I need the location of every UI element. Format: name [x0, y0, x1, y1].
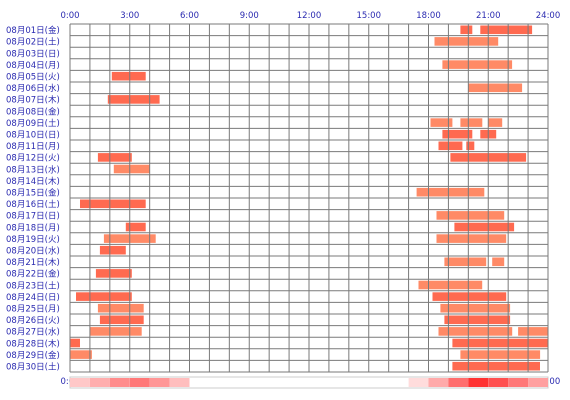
sleep-bar [430, 118, 453, 127]
sleep-bar [434, 37, 499, 46]
day-label: 08月25日(月) [6, 305, 60, 315]
density-cell [468, 378, 489, 387]
x-tick-label: 21:00 [476, 11, 501, 21]
day-label: 08月28日(木) [6, 338, 60, 349]
sleep-bar [70, 350, 92, 359]
day-label: 08月03日(日) [6, 49, 60, 59]
sleep-bar [418, 280, 483, 290]
x-tick-label: 6:00 [180, 11, 199, 21]
day-label: 08月18日(月) [6, 223, 60, 233]
density-cell [408, 378, 429, 387]
sleep-bar [452, 361, 540, 371]
sleep-bar [111, 71, 146, 81]
day-label: 08月22日(金) [6, 269, 60, 280]
sleep-bar [444, 257, 487, 267]
day-label: 08月14日(木) [6, 176, 60, 187]
density-cell [149, 378, 170, 387]
day-label: 08月11日(月) [6, 142, 60, 152]
day-label: 08月05日(火) [6, 73, 60, 83]
x-tick-labels-top: 0:00 3:00 6:00 9:00 12:00 15:00 18:00 21:00 24:0… [60, 11, 560, 21]
sleep-bar [107, 95, 160, 104]
day-label: 08月12日(火) [6, 154, 60, 164]
sleep-bar [518, 327, 548, 336]
density-cell [448, 378, 469, 387]
sleep-bar [99, 245, 126, 255]
sleep-bar [442, 60, 513, 69]
sleep-bar [468, 83, 523, 93]
day-label: 08月16日(土) [6, 199, 60, 210]
day-label: 08月04日(月) [6, 61, 60, 71]
density-cell [129, 378, 150, 387]
day-label: 08月02日(土) [6, 37, 60, 48]
x-tick-label: 12:00 [297, 11, 322, 21]
grid-layer [69, 23, 549, 373]
day-label: 08月29日(金) [6, 350, 60, 361]
density-cell [528, 378, 548, 387]
sleep-bar [454, 222, 515, 232]
day-label: 08月07日(木) [6, 95, 60, 106]
day-label: 08月08日(金) [6, 106, 60, 117]
sleep-bar [416, 187, 485, 197]
x-tick-label: 3:00 [120, 11, 139, 21]
sleep-bar [76, 292, 132, 301]
sleep-bar [444, 315, 511, 325]
sleep-bar [113, 164, 150, 174]
sleep-bar [460, 118, 483, 127]
day-label: 08月06日(水) [6, 83, 60, 94]
sleep-bar [480, 25, 533, 35]
x-tick-label: 24:00 [536, 11, 561, 21]
density-cell [89, 378, 110, 387]
sleep-bar [89, 327, 142, 336]
density-cell [428, 378, 449, 387]
sleep-bar [438, 141, 463, 151]
sleep-bar [97, 153, 132, 162]
sleep-bar [460, 25, 473, 35]
day-label: 08月30日(土) [6, 362, 60, 373]
sleep-bar [440, 303, 511, 313]
day-label: 08月26日(火) [6, 316, 60, 326]
sleep-bar [97, 303, 144, 313]
sleep-bar [70, 338, 80, 348]
sleep-bar [492, 257, 505, 267]
day-label: 08月13日(水) [6, 164, 60, 175]
day-label: 08月24日(日) [6, 293, 60, 303]
sleep-bar [436, 234, 507, 243]
x-tick-label: 0:00 [60, 11, 79, 21]
sleep-bar [438, 327, 513, 336]
sleep-bar [488, 118, 503, 127]
density-cell [488, 378, 509, 387]
day-label: 08月21日(木) [6, 257, 60, 268]
density-strip [69, 376, 549, 389]
x-tick-label: 9:00 [240, 11, 259, 21]
sleep-bar [460, 350, 541, 359]
day-label: 08月10日(日) [6, 131, 60, 141]
x-tick-label: 18:00 [416, 11, 441, 21]
sleep-bar [99, 315, 144, 325]
sleep-bar [452, 338, 548, 348]
day-label: 08月15日(金) [6, 188, 60, 199]
day-label: 08月17日(日) [6, 212, 60, 222]
sleep-bar [466, 141, 475, 151]
day-label: 08月01日(金) [6, 25, 60, 36]
sleep-bar [125, 222, 146, 232]
bars-layer [70, 25, 548, 371]
density-cell [169, 378, 190, 387]
sleep-bar [95, 269, 132, 278]
day-labels: 08月01日(金)08月02日(土)08月03日(日) 08月04日(月) 08月0… [6, 25, 60, 372]
sleep-bar [80, 199, 146, 209]
sleep-bar [442, 129, 473, 139]
day-label: 08月20日(水) [6, 246, 60, 257]
day-label: 08月27日(水) [6, 327, 60, 338]
day-label: 08月19日(火) [6, 235, 60, 245]
density-cell [109, 378, 130, 387]
sleep-bar [432, 292, 507, 301]
x-tick-label: 15:00 [357, 11, 382, 21]
density-cell [508, 378, 529, 387]
day-label: 08月09日(土) [6, 118, 60, 129]
day-label: 08月23日(土) [6, 280, 60, 291]
density-cell [70, 378, 90, 387]
sleep-bar [436, 211, 505, 220]
